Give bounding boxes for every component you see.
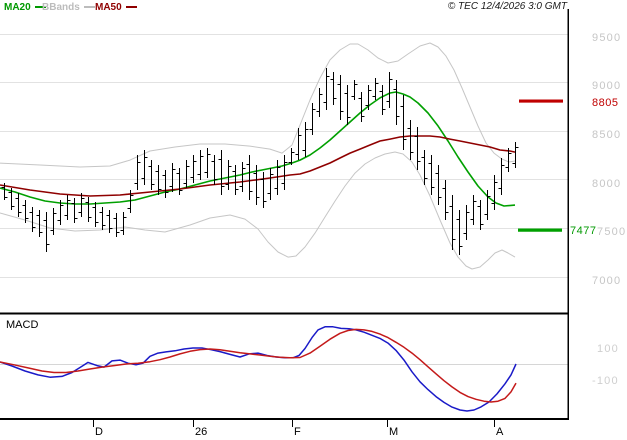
series-signal [0, 328, 517, 403]
series-ma20 [0, 91, 516, 207]
price-gridlines [0, 34, 568, 278]
month-label-a: A [496, 426, 504, 438]
price-label-9000: 9000 [592, 80, 622, 92]
legend-label-ma20: MA20 [4, 2, 31, 13]
legend-item-ma50: MA50 [95, 2, 137, 13]
support-level-label: 7477 [570, 225, 597, 237]
legend-item-ma20: MA20 [4, 2, 46, 13]
price-label-8000: 8000 [592, 178, 622, 190]
month-label-26: 26 [195, 426, 208, 438]
legend-item-bbands: BBands [42, 2, 95, 13]
bbands-line-swatch [83, 6, 95, 9]
month-label-d: D [95, 426, 103, 438]
month-ticks [93, 419, 495, 427]
resistance-level-label: 8805 [592, 97, 619, 109]
legend-label-ma50: MA50 [95, 2, 122, 13]
month-label-m: M [389, 426, 399, 438]
ma50-line-swatch [125, 6, 137, 9]
ma20-line-swatch [34, 6, 46, 9]
price-label-7000: 7000 [592, 275, 622, 287]
series-bb-upper [0, 42, 516, 168]
macd-label-neg-100: -100 [592, 375, 619, 387]
macd-panel-title: MACD [6, 319, 39, 331]
macd-label-100: 100 [597, 343, 619, 355]
macd-lines [0, 326, 517, 412]
overlay-lines [0, 42, 516, 270]
series-ma50 [0, 135, 516, 197]
copyright-timestamp: © TEC 12/4/2026 3:0 GMT [447, 1, 567, 12]
price-label-7500: 7500 [597, 226, 627, 238]
price-label-8500: 8500 [592, 129, 622, 141]
level-lines [518, 99, 563, 232]
series-bb-lower [0, 151, 516, 270]
month-label-f: F [294, 426, 301, 438]
series-macd [0, 326, 517, 412]
legend-label-bbands: BBands [42, 2, 80, 13]
ohlc-bars [1, 68, 519, 256]
price-label-9500: 9500 [592, 32, 622, 44]
panel-borders [0, 9, 570, 420]
